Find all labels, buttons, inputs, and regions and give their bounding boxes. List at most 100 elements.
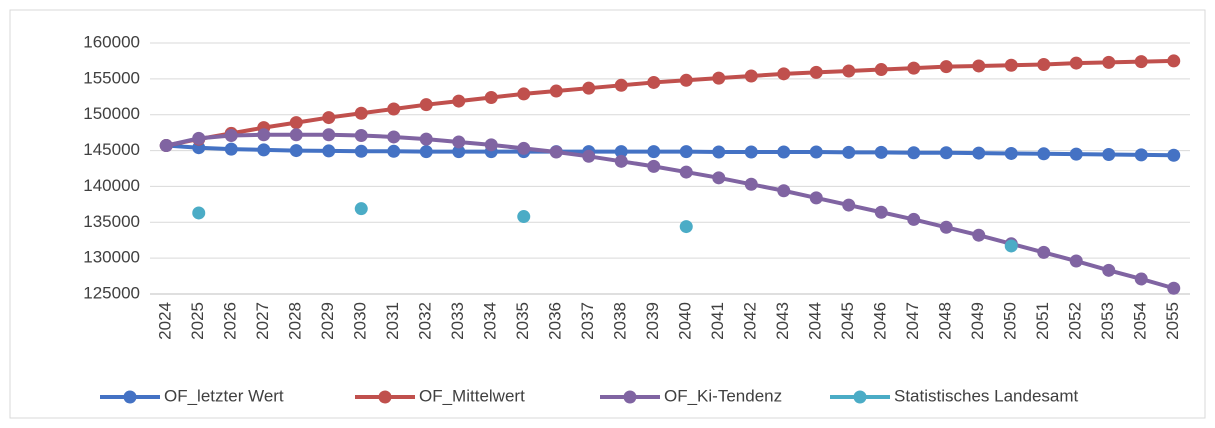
- legend-marker: [853, 390, 867, 404]
- data-point: [874, 205, 888, 219]
- data-point: [419, 145, 433, 159]
- data-point: [387, 144, 401, 158]
- data-point: [1037, 245, 1051, 259]
- data-point: [419, 98, 433, 112]
- data-point: [582, 81, 596, 95]
- data-point: [1102, 55, 1116, 69]
- data-point: [1069, 56, 1083, 70]
- data-point: [842, 198, 856, 212]
- x-tick-label: 2026: [221, 302, 240, 340]
- data-point: [614, 78, 628, 92]
- x-tick-label: 2031: [383, 302, 402, 340]
- data-point: [322, 128, 336, 142]
- x-tick-label: 2038: [611, 302, 630, 340]
- data-point: [517, 87, 531, 101]
- legend-marker: [623, 390, 637, 404]
- data-point: [289, 128, 303, 142]
- data-point: [484, 91, 498, 105]
- data-point: [322, 111, 336, 125]
- data-point: [842, 145, 856, 159]
- x-tick-label: 2052: [1066, 302, 1085, 340]
- x-tick-label: 2027: [253, 302, 272, 340]
- data-point: [354, 106, 368, 120]
- data-point: [809, 65, 823, 79]
- x-tick-label: 2043: [773, 302, 792, 340]
- data-point: [679, 165, 693, 179]
- x-tick-label: 2046: [871, 302, 890, 340]
- y-tick-label: 140000: [83, 176, 140, 195]
- legend-marker: [378, 390, 392, 404]
- data-point: [1037, 58, 1051, 72]
- y-tick-label: 130000: [83, 248, 140, 267]
- chart-border: [9, 9, 1206, 419]
- y-tick-label: 145000: [83, 140, 140, 159]
- data-point: [907, 212, 921, 226]
- x-tick-label: 2044: [806, 302, 825, 340]
- data-point: [257, 128, 271, 142]
- data-point: [809, 191, 823, 205]
- data-point: [614, 154, 628, 168]
- y-tick-label: 160000: [83, 32, 140, 51]
- legend-label: OF_letzter Wert: [164, 386, 284, 405]
- x-tick-label: 2040: [676, 302, 695, 340]
- x-tick-label: 2028: [286, 302, 305, 340]
- data-point: [972, 146, 986, 160]
- data-point: [744, 145, 758, 159]
- data-point: [712, 145, 726, 159]
- data-point: [1167, 148, 1181, 162]
- data-point: [1134, 148, 1148, 162]
- x-tick-label: 2049: [968, 302, 987, 340]
- x-tick-label: 2047: [903, 302, 922, 340]
- x-tick-label: 2045: [838, 302, 857, 340]
- data-point: [907, 61, 921, 75]
- y-tick-label: 125000: [83, 283, 140, 302]
- data-point: [712, 171, 726, 185]
- data-point: [614, 145, 628, 159]
- data-point: [1069, 254, 1083, 268]
- data-point: [289, 144, 303, 158]
- x-tick-label: 2024: [156, 302, 175, 340]
- data-point: [582, 149, 596, 163]
- data-point: [1004, 239, 1018, 253]
- data-point: [972, 228, 986, 242]
- data-point: [452, 135, 466, 149]
- data-point: [809, 145, 823, 159]
- data-point: [1134, 55, 1148, 69]
- x-tick-label: 2036: [546, 302, 565, 340]
- data-point: [484, 138, 498, 152]
- data-point: [224, 129, 238, 143]
- data-point: [224, 142, 238, 156]
- data-point: [192, 131, 206, 145]
- x-tick-label: 2042: [741, 302, 760, 340]
- x-tick-label: 2035: [513, 302, 532, 340]
- data-point: [289, 116, 303, 130]
- x-tick-label: 2055: [1163, 302, 1182, 340]
- x-tick-label: 2030: [351, 302, 370, 340]
- x-tick-label: 2034: [481, 302, 500, 340]
- data-point: [972, 59, 986, 73]
- data-point: [1134, 272, 1148, 286]
- data-point: [939, 220, 953, 234]
- data-point: [744, 177, 758, 191]
- data-point: [1004, 146, 1018, 160]
- data-point: [387, 102, 401, 116]
- data-point: [192, 206, 206, 220]
- x-tick-label: 2053: [1098, 302, 1117, 340]
- data-point: [322, 144, 336, 158]
- legend-marker: [123, 390, 137, 404]
- data-point: [712, 71, 726, 85]
- x-tick-label: 2039: [643, 302, 662, 340]
- x-tick-label: 2050: [1001, 302, 1020, 340]
- x-tick-label: 2041: [708, 302, 727, 340]
- data-point: [679, 73, 693, 87]
- data-point: [647, 145, 661, 159]
- legend-label: OF_Mittelwert: [419, 386, 525, 405]
- data-point: [647, 159, 661, 173]
- y-tick-label: 155000: [83, 68, 140, 87]
- data-point: [387, 130, 401, 144]
- data-point: [939, 146, 953, 160]
- data-point: [679, 145, 693, 159]
- data-point: [549, 84, 563, 98]
- x-tick-label: 2048: [936, 302, 955, 340]
